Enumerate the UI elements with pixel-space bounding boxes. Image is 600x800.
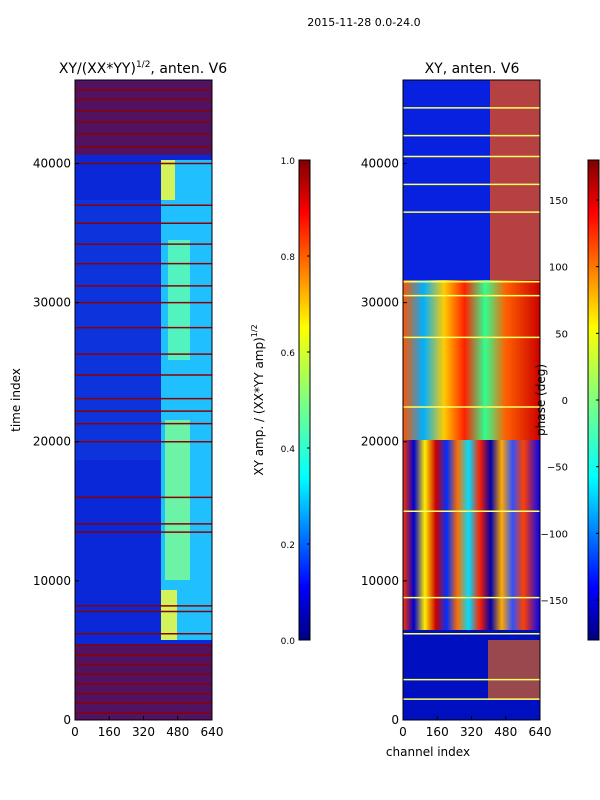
- left-x-ticks: 0 160 320 480 640: [71, 716, 223, 739]
- right-x-tick-label-0: 0: [399, 725, 407, 739]
- right-x-ticks: 0 160 320 480 640: [399, 716, 551, 739]
- right-x-axis-label: channel index: [386, 745, 470, 759]
- right-colorbar-tick-label-6: 150: [549, 196, 568, 207]
- left-heatmap-band-yellow-2: [161, 590, 177, 640]
- left-x-tick-label-3: 480: [166, 725, 189, 739]
- left-heatmap-band-green-2: [165, 420, 190, 580]
- right-x-tick-label-1: 160: [426, 725, 449, 739]
- right-colorbar-tick-label-3: 0: [562, 396, 568, 407]
- left-colorbar-tick-label-2: 0.4: [281, 445, 296, 455]
- left-colorbar-tick-label-4: 0.8: [281, 253, 296, 263]
- left-colorbar-tick-label-5: 1.0: [281, 157, 296, 167]
- left-y-ticks: 0 10000 20000 30000 40000: [33, 156, 79, 727]
- right-colorbar-tick-label-1: −100: [541, 529, 568, 540]
- right-y-tick-label-3: 30000: [361, 296, 399, 310]
- right-panel-title: XY, anten. V6: [425, 61, 520, 77]
- left-y-tick-label-3: 30000: [33, 296, 71, 310]
- left-x-tick-label-2: 320: [132, 725, 155, 739]
- left-y-tick-label-0: 0: [63, 713, 71, 727]
- left-colorbar-tick-label-0: 0.0: [281, 637, 296, 647]
- left-colorbar: 0.0 0.2 0.4 0.6 0.8 1.0 XY amp. / (XX*YY amp)…: [250, 157, 311, 647]
- right-flagged-rows: [403, 107, 540, 700]
- right-x-tick-label-4: 640: [529, 725, 552, 739]
- right-heatmap-low-band: [488, 640, 540, 700]
- right-x-tick-label-2: 320: [460, 725, 483, 739]
- right-colorbar-tick-label-4: 50: [555, 329, 568, 340]
- left-colorbar-tick-label-3: 0.6: [281, 349, 296, 359]
- right-colorbar-tick-label-0: −150: [541, 596, 568, 607]
- left-flagged-rows: [75, 88, 212, 714]
- left-heatmap-band-green: [168, 240, 190, 360]
- right-heatmap-top-band: [490, 80, 540, 280]
- left-panel-title: XY/(XX*YY)1/2, anten. V6: [59, 60, 227, 77]
- right-colorbar-tick-label-2: −50: [547, 463, 568, 474]
- left-y-tick-label-1: 10000: [33, 574, 71, 588]
- right-colorbar-ticks: −150 −100 −50 0 50 100 150: [541, 196, 599, 607]
- right-y-ticks: 0 10000 20000 30000 40000: [361, 156, 407, 727]
- left-y-tick-label-4: 40000: [33, 156, 71, 170]
- right-x-tick-label-3: 480: [494, 725, 517, 739]
- right-heatmap-stripes-region: [403, 440, 540, 630]
- left-x-tick-label-4: 640: [201, 725, 224, 739]
- left-y-axis-label: time index: [9, 368, 23, 432]
- left-x-tick-label-0: 0: [71, 725, 79, 739]
- left-heatmap-noisy-top: [75, 80, 212, 155]
- right-panel: XY, anten. V6 0 160 320 480 640 0 10000 20000 3…: [361, 61, 552, 759]
- left-heatmap-noisy-bottom: [75, 645, 212, 720]
- right-y-tick-label-1: 10000: [361, 574, 399, 588]
- left-colorbar-tick-label-1: 0.2: [281, 541, 295, 551]
- right-heatmap-mixed-region: [403, 280, 540, 440]
- right-y-tick-label-2: 20000: [361, 435, 399, 449]
- left-colorbar-ticks: 0.0 0.2 0.4 0.6 0.8 1.0: [281, 157, 310, 647]
- left-heatmap-bg-texture: [75, 200, 160, 460]
- left-y-tick-label-2: 20000: [33, 435, 71, 449]
- right-y-tick-label-0: 0: [391, 713, 399, 727]
- left-x-tick-label-1: 160: [98, 725, 121, 739]
- left-colorbar-label: XY amp. / (XX*YY amp)1/2: [250, 324, 266, 475]
- right-y-tick-label-4: 40000: [361, 156, 399, 170]
- right-heatmap: [402, 79, 541, 721]
- left-heatmap-band-yellow: [161, 160, 175, 200]
- left-panel: XY/(XX*YY)1/2, anten. V6 0 160 320 480 640 0…: [9, 60, 227, 739]
- left-heatmap: [74, 79, 213, 721]
- right-colorbar-label: phase (deg): [534, 364, 548, 436]
- right-colorbar: phase (deg) −150 −100 −50 0 50 100 150: [534, 159, 600, 641]
- right-colorbar-tick-label-5: 100: [549, 263, 568, 274]
- left-colorbar-gradient: [298, 159, 311, 641]
- figure-suptitle: 2015-11-28 0.0-24.0: [307, 16, 420, 29]
